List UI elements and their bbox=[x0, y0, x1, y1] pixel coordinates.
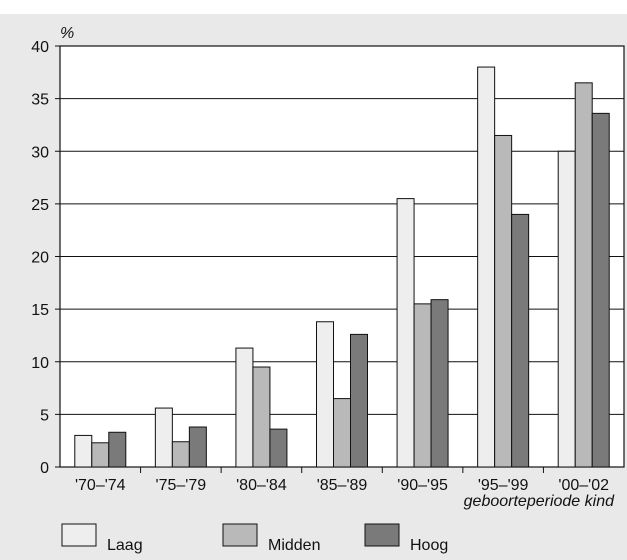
x-tick-label: '80–'84 bbox=[236, 477, 287, 494]
bar-laag-3 bbox=[316, 321, 334, 468]
x-axis-label: geboorteperiode kind bbox=[464, 493, 615, 510]
legend-label-midden: Midden bbox=[268, 537, 320, 554]
bar-midden-0 bbox=[91, 442, 110, 468]
y-tick-label: 40 bbox=[31, 39, 49, 56]
bar-laag-0 bbox=[74, 434, 93, 468]
bar-midden-5 bbox=[494, 134, 513, 468]
y-tick-label: 25 bbox=[31, 197, 49, 214]
y-tick-label: 15 bbox=[31, 302, 49, 319]
bar-hoog-4 bbox=[430, 299, 449, 468]
legend-swatch-hoog bbox=[364, 523, 400, 547]
y-tick-label: 10 bbox=[31, 355, 49, 372]
legend: Laag Midden Hoog bbox=[61, 523, 448, 554]
y-tick-label: 0 bbox=[40, 460, 49, 477]
bar-midden-2 bbox=[252, 366, 271, 468]
x-tick-label: '75–'79 bbox=[156, 477, 207, 494]
y-tick-label: 30 bbox=[31, 144, 49, 161]
x-tick-label: '00–'02 bbox=[558, 477, 609, 494]
bar-midden-6 bbox=[574, 82, 593, 468]
bar-hoog-5 bbox=[511, 213, 530, 468]
bar-midden-4 bbox=[413, 303, 432, 468]
legend-swatch-midden bbox=[222, 523, 258, 547]
bar-hoog-0 bbox=[108, 431, 127, 468]
bar-hoog-3 bbox=[350, 333, 368, 468]
legend-label-hoog: Hoog bbox=[410, 537, 448, 554]
legend-label-laag: Laag bbox=[107, 537, 143, 554]
bar-hoog-2 bbox=[269, 428, 288, 468]
y-tick-labels: 0 5 10 15 20 25 30 35 40 bbox=[31, 39, 60, 477]
x-tick-label: '95–'99 bbox=[478, 477, 529, 494]
bar-hoog-1 bbox=[188, 426, 207, 468]
bar-hoog-6 bbox=[591, 112, 610, 468]
legend-swatch-laag bbox=[61, 523, 97, 547]
x-tick-label: '70–'74 bbox=[75, 477, 126, 494]
y-tick-label: 35 bbox=[31, 92, 49, 109]
bars bbox=[74, 66, 610, 468]
bar-laag-6 bbox=[557, 150, 576, 468]
x-tick-labels: '70–'74 '75–'79 '80–'84 '85–'89 '90–'95 '95–'… bbox=[75, 467, 609, 494]
bar-midden-3 bbox=[333, 398, 351, 468]
bar-laag-4 bbox=[396, 198, 415, 468]
y-tick-label: 20 bbox=[31, 250, 49, 267]
bar-laag-1 bbox=[154, 407, 173, 468]
plot-area bbox=[59, 45, 625, 468]
bar-midden-1 bbox=[171, 441, 190, 468]
x-tick-label: '90–'95 bbox=[397, 477, 448, 494]
bar-laag-2 bbox=[235, 347, 254, 468]
bar-laag-5 bbox=[477, 66, 496, 468]
x-tick-label: '85–'89 bbox=[317, 477, 368, 494]
y-axis-label: % bbox=[60, 25, 74, 42]
y-tick-label: 5 bbox=[40, 407, 49, 424]
